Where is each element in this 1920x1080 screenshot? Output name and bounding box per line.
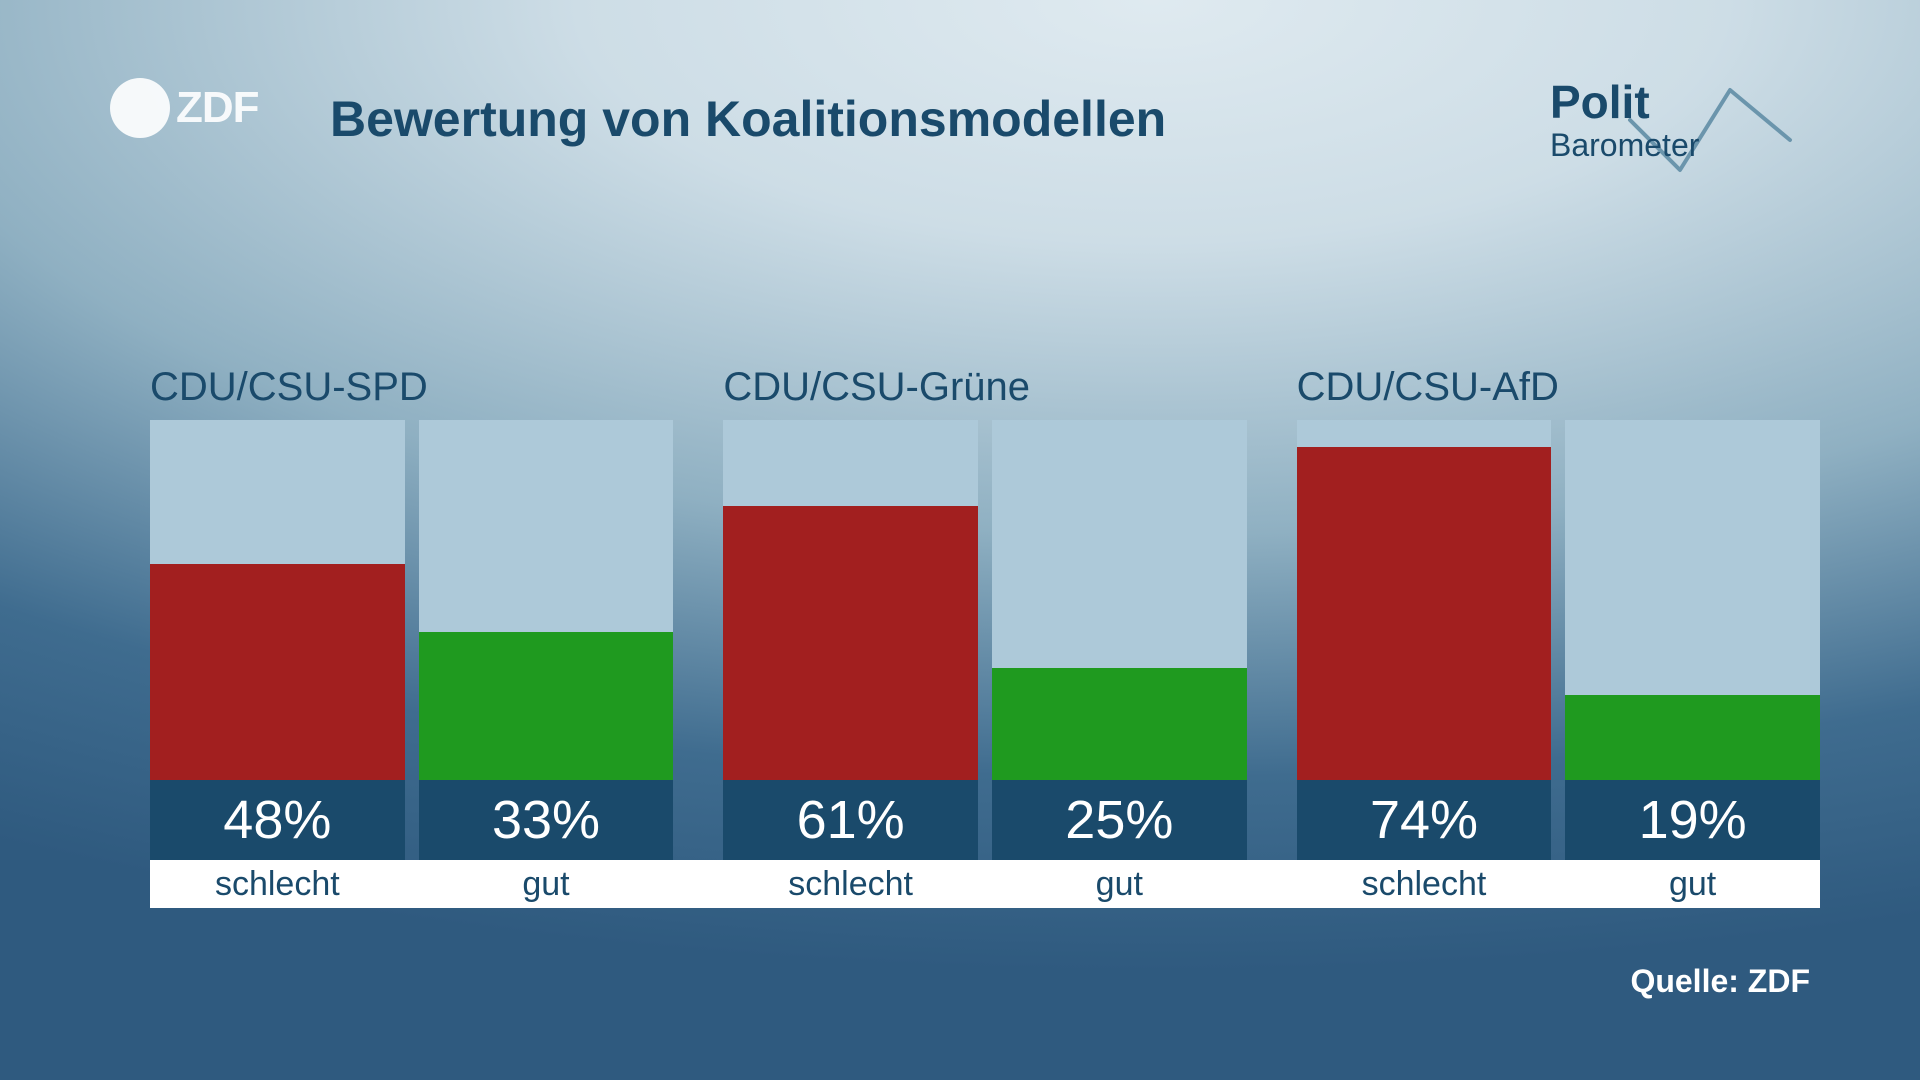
bar-column-good: 33%	[419, 420, 674, 860]
program-line1: Polit	[1550, 76, 1650, 128]
bar-fill-good	[992, 668, 1247, 781]
bar-track	[1565, 420, 1820, 780]
bar-column-bad: 48%	[150, 420, 405, 860]
bar-column-bad: 74%	[1297, 420, 1552, 860]
program-line2: Barometer	[1550, 127, 1700, 163]
group-label: CDU/CSU-Grüne	[723, 365, 1030, 410]
value-box-bad: 48%	[150, 780, 405, 860]
bar-fill-bad	[723, 506, 978, 781]
category-label-good: gut	[419, 860, 674, 908]
chart-group: CDU/CSU-AfD74%19%	[1297, 420, 1820, 860]
value-box-bad: 61%	[723, 780, 978, 860]
program-logo: Polit Barometer	[1510, 60, 1810, 190]
bar-fill-bad	[150, 564, 405, 780]
category-label-good: gut	[992, 860, 1247, 908]
bar-column-bad: 61%	[723, 420, 978, 860]
bar-fill-bad	[1297, 447, 1552, 780]
bar-column-good: 19%	[1565, 420, 1820, 860]
category-label-good: gut	[1565, 860, 1820, 908]
value-box-bad: 74%	[1297, 780, 1552, 860]
chart-group: CDU/CSU-SPD48%33%	[150, 420, 673, 860]
chart-group: CDU/CSU-Grüne61%25%	[723, 420, 1246, 860]
value-box-good: 19%	[1565, 780, 1820, 860]
category-label-bad: schlecht	[723, 860, 978, 908]
bar-column-good: 25%	[992, 420, 1247, 860]
category-label-bad: schlecht	[150, 860, 405, 908]
category-label-bad: schlecht	[1297, 860, 1552, 908]
group-label: CDU/CSU-SPD	[150, 365, 428, 410]
bar-track	[150, 420, 405, 780]
broadcaster-logo: ZDF	[110, 78, 259, 138]
bar-track	[419, 420, 674, 780]
bar-track	[1297, 420, 1552, 780]
value-box-good: 33%	[419, 780, 674, 860]
source-label: Quelle: ZDF	[1630, 963, 1810, 1000]
bar-track	[723, 420, 978, 780]
broadcaster-text: ZDF	[176, 83, 259, 133]
chart-area: CDU/CSU-SPD48%33%CDU/CSU-Grüne61%25%CDU/…	[150, 420, 1820, 908]
group-label: CDU/CSU-AfD	[1297, 365, 1559, 410]
value-box-good: 25%	[992, 780, 1247, 860]
bar-fill-good	[1565, 695, 1820, 781]
label-strip: schlecht gut schlecht gut schlecht gut	[150, 860, 1820, 908]
bar-fill-good	[419, 632, 674, 781]
zdf-circle-icon	[110, 78, 170, 138]
page-title: Bewertung von Koalitionsmodellen	[330, 90, 1166, 148]
bar-track	[992, 420, 1247, 780]
